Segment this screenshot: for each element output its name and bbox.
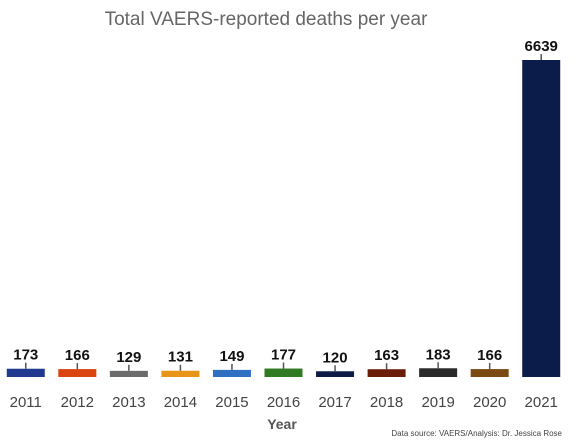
- bar-2015: [212, 369, 251, 377]
- value-label-2020: 166: [477, 347, 502, 364]
- x-tick-label-2016: 2016: [267, 394, 300, 411]
- x-tick-label-2012: 2012: [61, 394, 94, 411]
- x-tick-label-2018: 2018: [370, 394, 403, 411]
- x-tick-label-2013: 2013: [112, 394, 145, 411]
- value-label-2015: 149: [219, 348, 244, 365]
- x-tick-label-2019: 2019: [421, 394, 454, 411]
- bar-2014: [161, 370, 200, 377]
- bar-2020: [470, 369, 509, 377]
- bar-2017: [316, 371, 355, 377]
- x-tick-label-2015: 2015: [215, 394, 248, 411]
- bar-2019: [419, 368, 458, 377]
- bar-2021: [522, 60, 561, 377]
- source-note: Data source: VAERS/Analysis: Dr. Jessica…: [391, 429, 562, 438]
- value-label-2021: 6639: [525, 38, 558, 55]
- x-axis-title: Year: [267, 416, 297, 432]
- bar-2012: [58, 369, 97, 377]
- value-label-2013: 129: [116, 349, 141, 366]
- x-tick-label-2021: 2021: [525, 394, 558, 411]
- bar-2013: [109, 370, 148, 377]
- value-label-2018: 163: [374, 347, 399, 364]
- x-tick-label-2020: 2020: [473, 394, 506, 411]
- value-label-2016: 177: [271, 347, 296, 364]
- x-tick-label-2017: 2017: [318, 394, 351, 411]
- x-tick-label-2014: 2014: [164, 394, 197, 411]
- value-label-2012: 166: [65, 347, 90, 364]
- chart-title: Total VAERS-reported deaths per year: [105, 9, 428, 30]
- value-label-2017: 120: [323, 349, 348, 366]
- value-label-2014: 131: [168, 349, 193, 366]
- value-label-2011: 173: [13, 347, 38, 364]
- x-tick-label-2011: 2011: [10, 394, 42, 411]
- value-labels-layer: 173 166 129 131 149 177 120 163 183 166 6639: [13, 38, 558, 366]
- bar-2011: [6, 368, 45, 377]
- value-label-2019: 183: [426, 346, 451, 363]
- bars-layer: [6, 54, 561, 377]
- x-tick-labels: 2011 2012 2013 2014 2015 2016 2017 2018 2019 2020…: [10, 394, 558, 411]
- bar-2018: [367, 369, 406, 377]
- bar-2016: [264, 368, 303, 377]
